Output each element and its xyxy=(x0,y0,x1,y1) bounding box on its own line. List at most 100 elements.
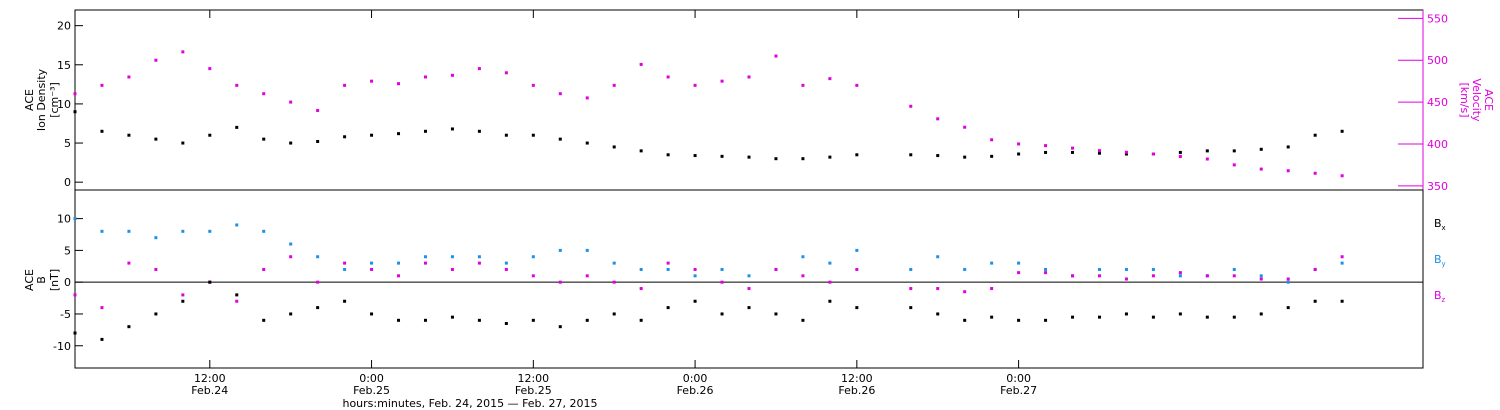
bx-point xyxy=(1017,318,1021,322)
velocity-point xyxy=(477,67,481,71)
velocity-point xyxy=(73,92,77,96)
velocity-point xyxy=(1124,150,1128,154)
density-point xyxy=(720,154,724,158)
by-point xyxy=(1178,274,1182,278)
bx-point xyxy=(585,318,589,322)
by-point xyxy=(612,261,616,265)
by-point xyxy=(1340,261,1344,265)
velocity-point xyxy=(1044,144,1048,148)
density-point xyxy=(235,125,239,129)
by-point xyxy=(801,255,805,259)
density-point xyxy=(1071,150,1075,154)
top-left-ticks: 0 5 10 15 20 xyxy=(57,20,83,189)
bx-point xyxy=(262,318,266,322)
velocity-point xyxy=(639,62,643,66)
velocity-point xyxy=(1071,146,1075,150)
density-point xyxy=(747,155,751,159)
density-point xyxy=(73,110,77,114)
velocity-point xyxy=(1151,152,1155,156)
top-right-tick-label: 400 xyxy=(1427,138,1448,151)
bz-point xyxy=(477,261,481,265)
bx-point xyxy=(1340,299,1344,303)
bz-point xyxy=(289,255,293,259)
velocity-point xyxy=(423,75,427,79)
bz-point xyxy=(1286,277,1290,281)
bx-point xyxy=(154,312,158,316)
by-point xyxy=(397,261,401,265)
bottom-left-tick-label: 5 xyxy=(64,244,71,257)
velocity-point xyxy=(747,75,751,79)
density-point xyxy=(855,153,859,157)
bx-point xyxy=(289,312,293,316)
by-point xyxy=(963,267,967,271)
velocity-point xyxy=(1017,142,1021,146)
top-ylabel-right-2: Velocity xyxy=(1470,78,1483,122)
bz-point xyxy=(1313,267,1317,271)
by-point xyxy=(262,229,266,233)
velocity-point xyxy=(936,117,940,121)
top-left-tick-label: 5 xyxy=(64,137,71,150)
bz-point xyxy=(558,280,562,284)
top-series xyxy=(73,50,1344,178)
density-point xyxy=(909,153,913,157)
bx-point xyxy=(477,318,481,322)
by-point xyxy=(585,248,589,252)
legend-by: By xyxy=(1434,253,1446,268)
top-ylabel-left-3: [cm⁻³] xyxy=(48,82,61,118)
by-point xyxy=(855,248,859,252)
bz-point xyxy=(1340,255,1344,259)
density-point xyxy=(936,154,940,158)
bx-point xyxy=(1151,315,1155,319)
x-tick-time: 0:00 xyxy=(1006,372,1031,385)
bottom-panel-frame xyxy=(74,189,1424,369)
density-point xyxy=(1313,133,1317,137)
density-point xyxy=(693,154,697,158)
bz-point xyxy=(397,274,401,278)
density-point xyxy=(343,135,347,139)
x-tick-time: 12:00 xyxy=(841,372,873,385)
bz-point xyxy=(531,274,535,278)
bx-point xyxy=(612,312,616,316)
by-point xyxy=(343,267,347,271)
bx-point xyxy=(963,318,967,322)
bottom-left-tick-label: 10 xyxy=(57,213,71,226)
bx-point xyxy=(909,306,913,310)
bz-point xyxy=(990,287,994,291)
x-tick-time: 0:00 xyxy=(359,372,384,385)
bx-point xyxy=(1313,299,1317,303)
velocity-point xyxy=(1097,149,1101,153)
velocity-point xyxy=(855,83,859,87)
by-point xyxy=(693,274,697,278)
density-point xyxy=(289,141,293,145)
by-point xyxy=(504,261,508,265)
velocity-point xyxy=(235,83,239,87)
bx-point xyxy=(1097,315,1101,319)
x-tick-date: Feb.25 xyxy=(353,384,390,397)
by-point xyxy=(666,267,670,271)
velocity-point xyxy=(127,75,131,79)
top-right-tick-label: 350 xyxy=(1427,180,1448,193)
bx-point xyxy=(558,325,562,329)
velocity-point xyxy=(558,92,562,96)
density-point xyxy=(585,141,589,145)
bz-point xyxy=(154,267,158,271)
density-point xyxy=(558,137,562,141)
top-right-ticks: 350 400 450 500 550 xyxy=(1398,10,1448,193)
velocity-point xyxy=(963,125,967,129)
bx-point xyxy=(666,306,670,310)
bx-point xyxy=(693,299,697,303)
bz-point xyxy=(423,261,427,265)
density-point xyxy=(666,153,670,157)
velocity-point xyxy=(990,138,994,142)
bx-point xyxy=(316,306,320,310)
density-point xyxy=(316,139,320,143)
bz-point xyxy=(612,280,616,284)
bx-point xyxy=(1205,315,1209,319)
by-point xyxy=(450,255,454,259)
by-point xyxy=(990,261,994,265)
density-point xyxy=(774,157,778,161)
velocity-point xyxy=(370,79,374,83)
velocity-point xyxy=(828,77,832,81)
top-right-tick-label: 450 xyxy=(1427,96,1448,109)
velocity-point xyxy=(343,83,347,87)
